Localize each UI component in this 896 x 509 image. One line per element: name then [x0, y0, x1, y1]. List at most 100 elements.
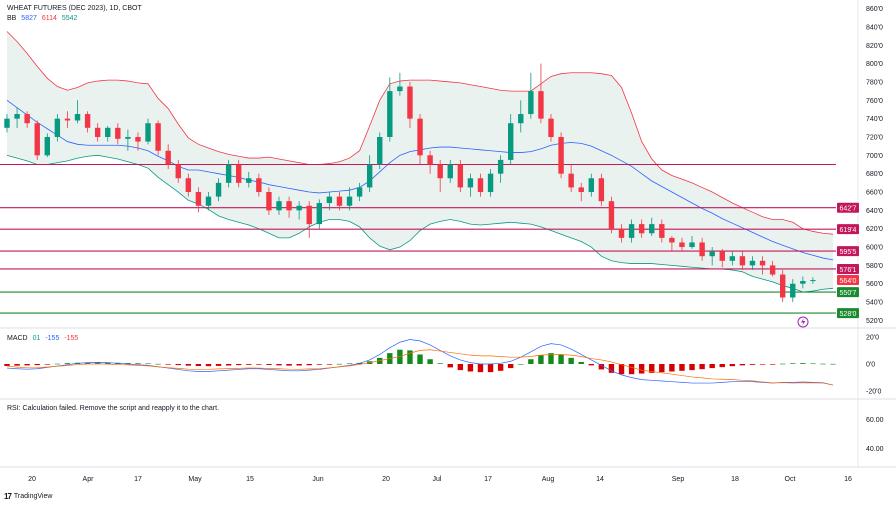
candle-body	[578, 187, 584, 193]
price-axis-tick: 720'0	[866, 134, 883, 141]
candle	[568, 164, 574, 193]
macd-histogram-bar	[528, 359, 534, 364]
macd-histogram-bar	[135, 363, 141, 364]
candle	[578, 182, 584, 202]
macd-histogram-bar	[205, 364, 212, 367]
bb-upper-line	[6, 31, 834, 235]
price-level-tag-bg-0	[837, 202, 859, 213]
macd-histogram-bar	[296, 364, 302, 366]
candle-body	[588, 178, 594, 193]
rsi-message: RSI: Calculation failed. Remove the scri…	[7, 404, 222, 413]
tradingview-brand[interactable]: 17 TradingView	[4, 492, 52, 501]
price-axis-tick: 520'0	[866, 318, 883, 325]
price-level-tag-2: 595'5	[837, 246, 859, 257]
macd-histogram-bar	[618, 364, 625, 375]
candle-body	[628, 224, 635, 238]
candle-body	[215, 182, 222, 197]
time-axis-tick: 15	[246, 476, 254, 483]
candle	[790, 279, 796, 303]
candle-body	[84, 114, 91, 128]
candle-body	[659, 224, 665, 238]
price-axis-tick: 820'0	[866, 43, 883, 50]
candle	[659, 219, 665, 243]
time-axis-tick: 20	[28, 476, 36, 483]
bb-upper-value: 6114	[41, 15, 57, 22]
macd-histogram-bar	[175, 364, 181, 366]
macd-histogram-bar	[34, 364, 40, 366]
symbol-legend: WHEAT FUTURES (DEC 2023), 1D, CBOT	[7, 4, 145, 13]
candle-body	[54, 118, 61, 137]
candle-body	[115, 127, 121, 139]
candle	[246, 171, 252, 188]
candle	[558, 132, 564, 179]
candle	[538, 63, 544, 124]
candle	[719, 248, 725, 268]
time-axis-tick: Sep	[672, 476, 685, 483]
candle-body	[185, 178, 192, 193]
time-axis-tick: Oct	[785, 476, 796, 483]
candle	[508, 114, 514, 165]
candle	[679, 237, 685, 252]
candle-body	[135, 136, 141, 142]
candle-body	[699, 242, 705, 257]
price-axis-tick: 660'0	[866, 190, 883, 197]
candle-body	[739, 256, 746, 266]
macd-histogram-bar	[598, 364, 605, 370]
candle	[729, 251, 736, 266]
candle-body	[175, 164, 181, 179]
candle	[336, 192, 343, 211]
macd-histogram-bar	[749, 364, 756, 365]
candle-body	[155, 123, 161, 151]
macd-histogram-bar	[638, 364, 645, 374]
flash-event-icon[interactable]	[797, 316, 809, 328]
price-axis-tick: 580'0	[866, 263, 883, 270]
candle	[598, 173, 605, 206]
candle-body	[497, 159, 504, 174]
candle	[266, 187, 272, 215]
candle-body	[548, 118, 554, 137]
candle-body	[769, 265, 776, 275]
candle-body	[487, 173, 494, 193]
candle	[195, 187, 202, 213]
time-axis-tick: 16	[844, 476, 852, 483]
candle-body	[800, 280, 806, 284]
rsi-axis-tick: 40.00	[866, 446, 884, 453]
time-axis-tick: Jul	[433, 476, 442, 483]
macd-histogram-bar	[407, 350, 413, 364]
candle	[407, 81, 413, 128]
macd-histogram-bar	[14, 364, 20, 366]
candle	[669, 236, 675, 252]
macd-histogram-bar	[709, 364, 715, 369]
bb-label: BB	[7, 15, 17, 22]
candle-body	[24, 114, 30, 124]
candle-body	[94, 127, 101, 137]
candle	[548, 114, 554, 142]
price-axis-tick: 640'0	[866, 208, 883, 215]
macd-histogram-bar	[185, 364, 192, 366]
macd-histogram-bar	[820, 363, 826, 365]
price-level-label-0: 642'7	[840, 206, 857, 213]
price-axis-tick: 740'0	[866, 116, 883, 123]
candle-body	[457, 164, 464, 188]
candle	[759, 256, 766, 275]
candle-body	[618, 228, 625, 238]
candle	[64, 111, 71, 128]
candle-body	[125, 136, 131, 139]
price-level-label-3: 576'1	[840, 267, 857, 274]
candle-body	[246, 178, 252, 183]
time-axis-tick: Jun	[312, 476, 323, 483]
candle-body	[256, 178, 262, 193]
candle	[175, 159, 181, 183]
candle	[588, 173, 594, 197]
macd-axis-tick: -20'0	[866, 389, 881, 396]
price-axis-tick: 780'0	[866, 79, 883, 86]
candle-body	[790, 283, 796, 298]
candle-body	[346, 196, 353, 206]
candle	[366, 155, 373, 193]
macd-histogram-bar	[44, 364, 50, 365]
macd-histogram-bar	[497, 364, 504, 371]
last-price-label: 564'0	[840, 278, 857, 285]
macd-histogram-bar	[266, 364, 272, 365]
candle-body	[729, 256, 736, 261]
